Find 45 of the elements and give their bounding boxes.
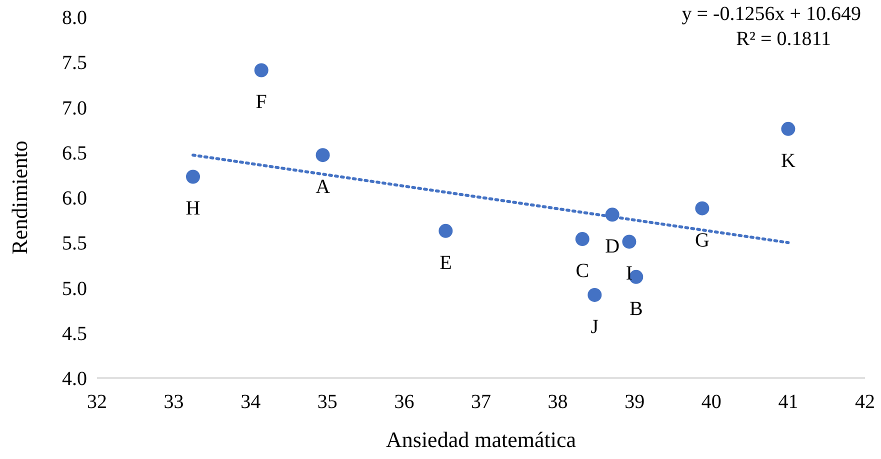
annotation: D — [605, 236, 620, 258]
annotation: A — [316, 176, 331, 198]
x-tick-label: 35 — [317, 391, 338, 413]
x-tick-label: 37 — [471, 391, 491, 413]
x-tick-label: 41 — [778, 391, 798, 413]
x-axis-title: Ansiedad matemática — [386, 427, 576, 452]
point — [622, 234, 636, 249]
annotation: J — [590, 316, 599, 338]
y-tick-label: 8.0 — [62, 7, 87, 29]
y-tick-label: 4.0 — [62, 368, 87, 390]
y-tick-label: 7.5 — [62, 52, 87, 74]
y-axis-title: Rendimiento — [7, 140, 32, 254]
annotation: y = -0.1256x + 10.649 — [682, 3, 861, 25]
x-tick-label: 33 — [164, 391, 184, 413]
x-tick-label: 38 — [548, 391, 568, 413]
y-tick-label: 5.0 — [62, 278, 87, 300]
annotation: E — [440, 252, 452, 274]
y-tick-label: 6.0 — [62, 188, 87, 210]
point — [575, 232, 590, 246]
x-tick-label: 36 — [394, 391, 414, 413]
x-tick-label: 42 — [855, 391, 875, 413]
point — [186, 170, 200, 184]
point — [588, 288, 602, 302]
point — [605, 208, 620, 222]
y-tick-label: 5.5 — [62, 232, 87, 255]
annotation: K — [780, 150, 796, 172]
point — [695, 201, 710, 216]
x-tick-label: 34 — [240, 391, 261, 413]
point — [781, 122, 796, 136]
annotation: R² = 0.1811 — [736, 28, 831, 50]
x-tick-label: 40 — [701, 391, 722, 413]
y-tick-label: 4.5 — [62, 322, 87, 345]
x-tick-label: 39 — [624, 391, 645, 413]
annotation: F — [256, 91, 267, 114]
point — [316, 148, 330, 162]
annotation: B — [629, 298, 643, 320]
annotation: H — [186, 198, 200, 220]
y-tick-label: 6.5 — [62, 142, 87, 164]
point — [254, 63, 268, 78]
point — [438, 224, 453, 238]
y-tick-label: 7.0 — [62, 97, 87, 120]
annotation: C — [576, 260, 590, 282]
annotation: G — [694, 229, 710, 252]
x-tick-label: 32 — [87, 391, 107, 413]
annotation: I — [626, 262, 633, 285]
